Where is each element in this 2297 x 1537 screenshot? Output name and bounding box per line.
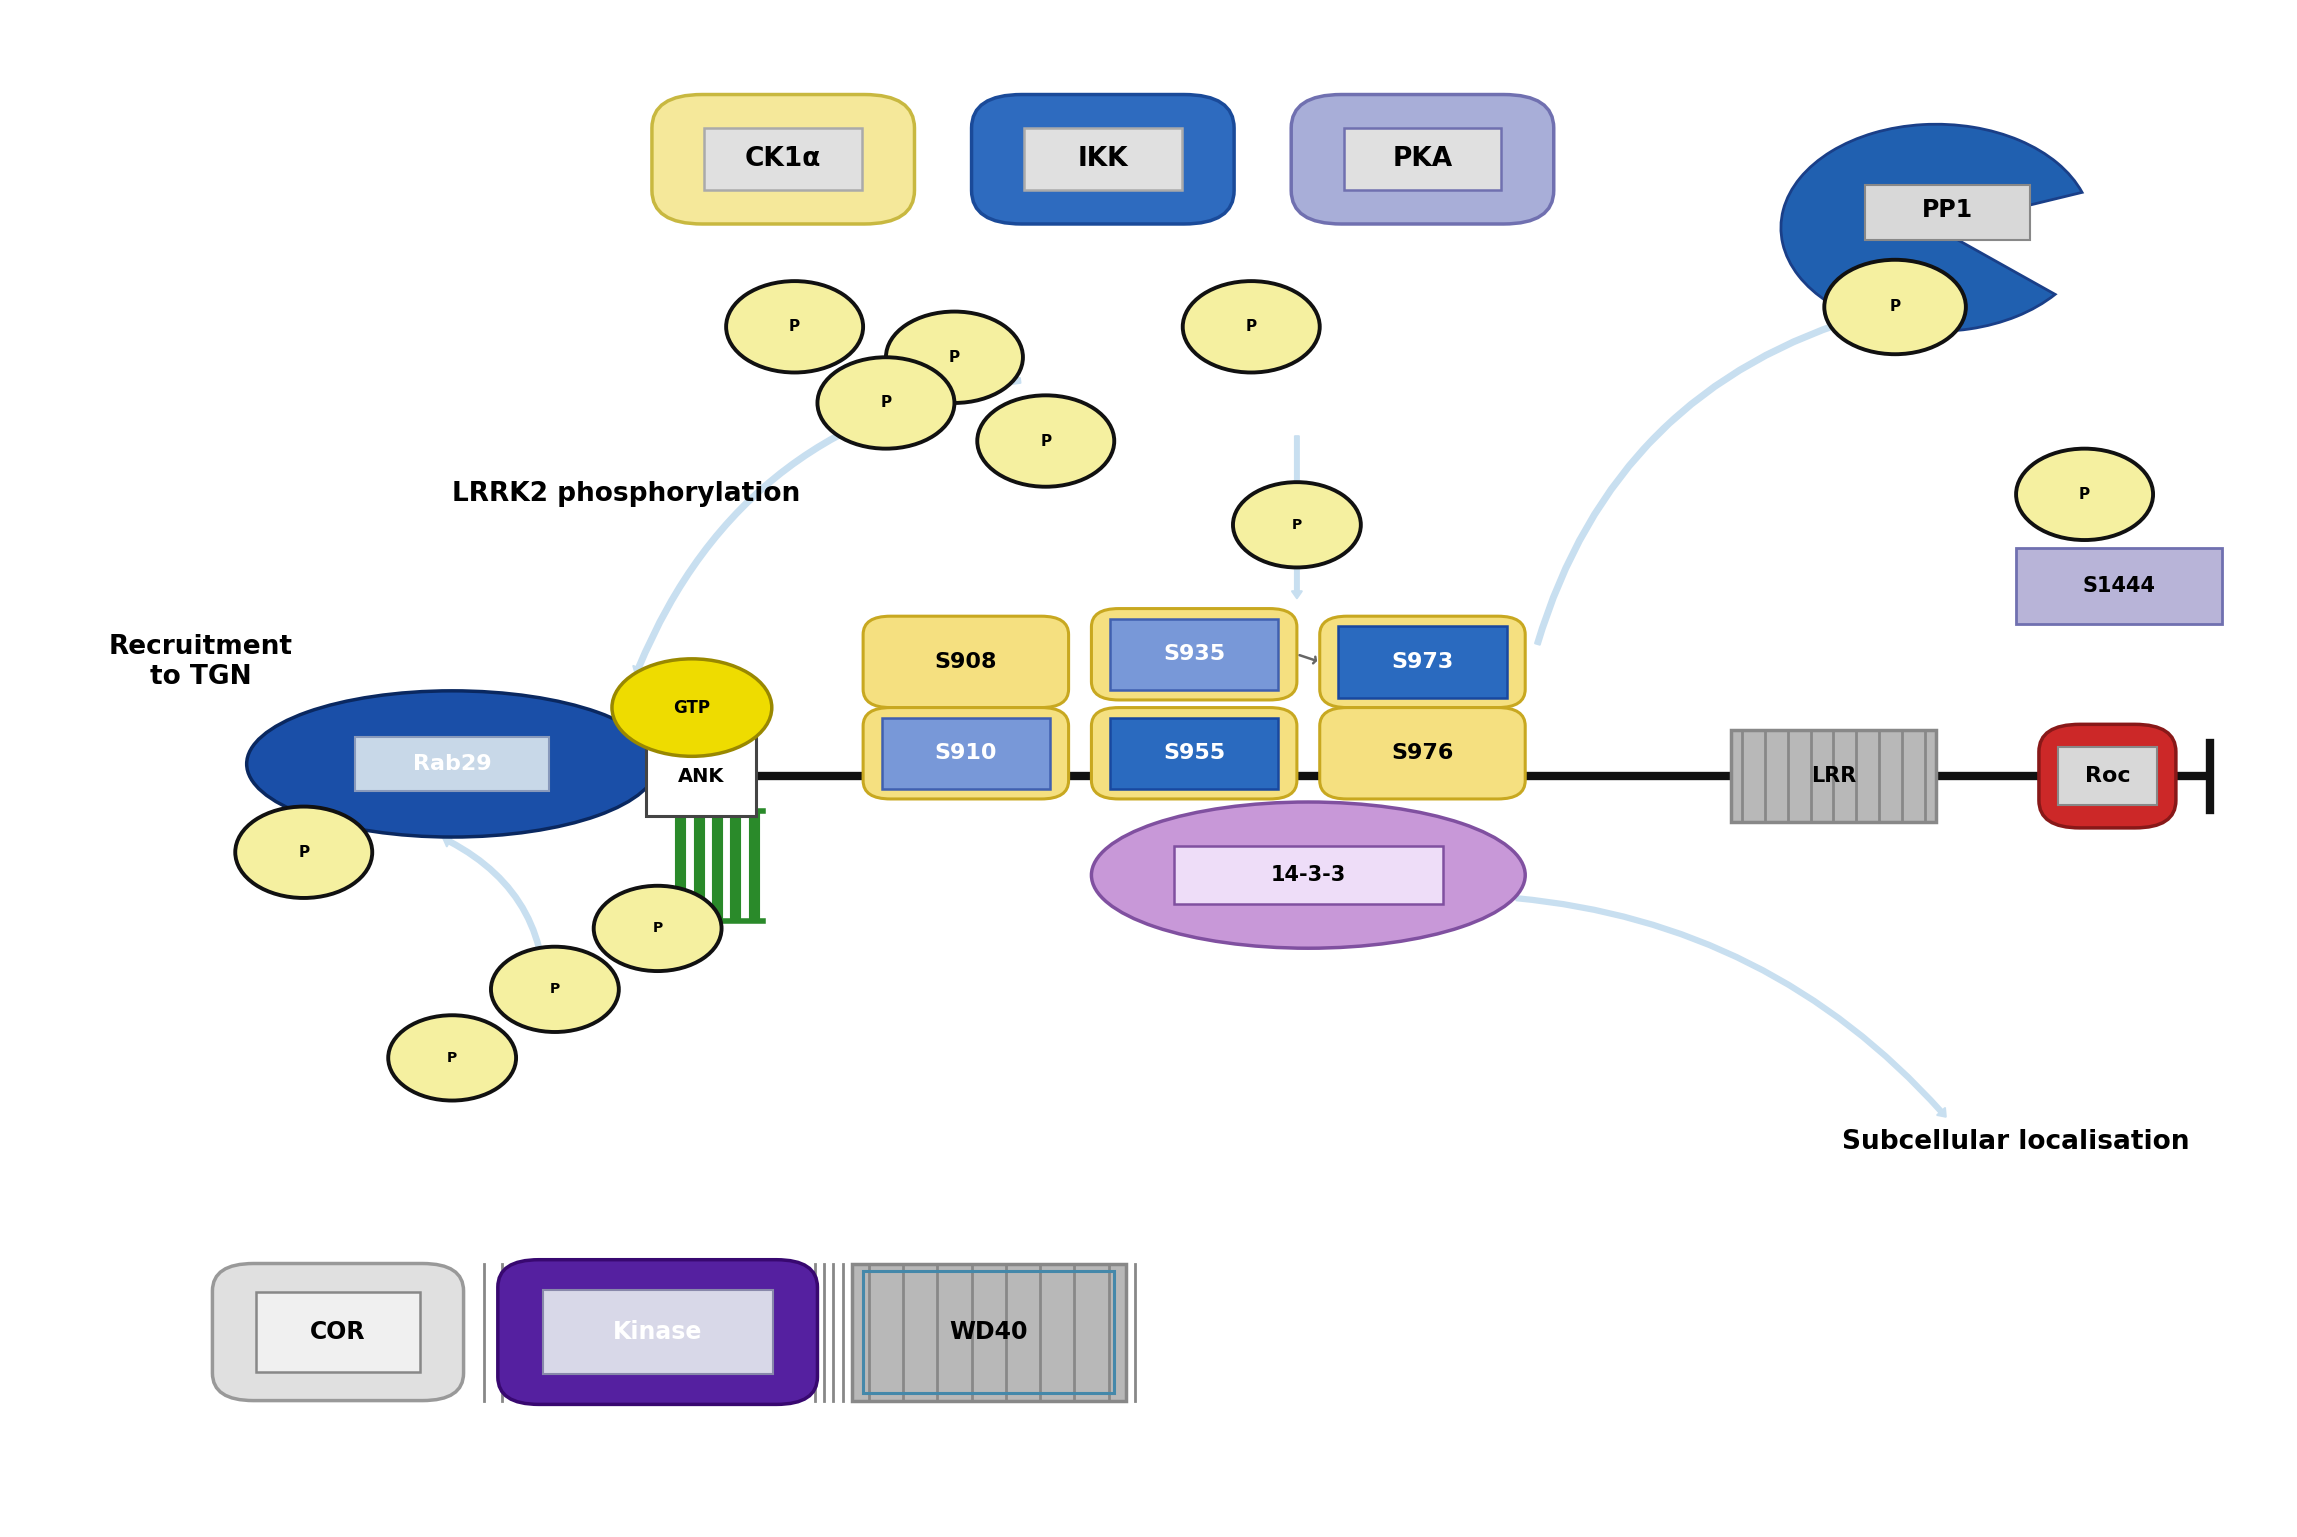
- Text: P: P: [1291, 518, 1302, 532]
- Circle shape: [388, 1016, 517, 1100]
- Text: LRR: LRR: [1810, 765, 1856, 785]
- Text: S976: S976: [1392, 744, 1454, 764]
- FancyBboxPatch shape: [705, 128, 861, 191]
- FancyBboxPatch shape: [1174, 847, 1443, 904]
- Text: CK1α: CK1α: [744, 146, 822, 172]
- Text: Rab29: Rab29: [413, 755, 492, 775]
- Text: P: P: [652, 921, 664, 936]
- Text: S908: S908: [935, 652, 997, 672]
- Text: PKA: PKA: [1392, 146, 1452, 172]
- FancyBboxPatch shape: [1109, 618, 1279, 690]
- FancyBboxPatch shape: [257, 1293, 420, 1373]
- Circle shape: [1824, 260, 1966, 354]
- Text: Roc: Roc: [2086, 765, 2129, 785]
- Text: S910: S910: [935, 744, 997, 764]
- Text: Kinase: Kinase: [613, 1320, 703, 1343]
- Text: P: P: [790, 320, 799, 335]
- FancyBboxPatch shape: [972, 94, 1233, 224]
- Circle shape: [887, 312, 1022, 403]
- FancyBboxPatch shape: [864, 616, 1068, 707]
- Circle shape: [976, 395, 1114, 487]
- FancyBboxPatch shape: [1109, 718, 1279, 788]
- FancyBboxPatch shape: [356, 736, 549, 792]
- Ellipse shape: [246, 690, 657, 838]
- FancyBboxPatch shape: [1730, 730, 1936, 822]
- Text: PP1: PP1: [1923, 198, 1973, 221]
- Text: S955: S955: [1162, 744, 1224, 764]
- Text: Subcellular localisation: Subcellular localisation: [1842, 1128, 2189, 1154]
- Text: S973: S973: [1392, 652, 1454, 672]
- FancyBboxPatch shape: [1091, 707, 1298, 799]
- Circle shape: [234, 807, 372, 898]
- FancyBboxPatch shape: [2017, 547, 2221, 624]
- Text: ANK: ANK: [678, 767, 724, 785]
- FancyBboxPatch shape: [1091, 609, 1298, 699]
- Text: P: P: [1041, 433, 1052, 449]
- Text: P: P: [299, 845, 310, 859]
- Text: P: P: [1890, 300, 1900, 315]
- Circle shape: [1233, 483, 1360, 567]
- Text: GTP: GTP: [673, 699, 710, 716]
- Text: COR: COR: [310, 1320, 365, 1343]
- Circle shape: [726, 281, 864, 372]
- FancyBboxPatch shape: [211, 1263, 464, 1400]
- Text: 14-3-3: 14-3-3: [1270, 865, 1346, 885]
- Circle shape: [818, 357, 956, 449]
- Text: P: P: [448, 1051, 457, 1065]
- FancyBboxPatch shape: [542, 1290, 772, 1374]
- FancyBboxPatch shape: [1321, 707, 1525, 799]
- Text: P: P: [2079, 487, 2090, 503]
- FancyBboxPatch shape: [882, 718, 1050, 788]
- Circle shape: [1183, 281, 1321, 372]
- FancyBboxPatch shape: [1024, 128, 1181, 191]
- Circle shape: [492, 947, 618, 1031]
- Text: WD40: WD40: [949, 1320, 1029, 1343]
- Text: Recruitment
to TGN: Recruitment to TGN: [108, 633, 294, 690]
- FancyBboxPatch shape: [852, 1263, 1126, 1400]
- Circle shape: [593, 885, 721, 971]
- FancyBboxPatch shape: [1291, 94, 1553, 224]
- Text: P: P: [949, 350, 960, 364]
- Text: P: P: [880, 395, 891, 410]
- FancyBboxPatch shape: [652, 94, 914, 224]
- Text: S935: S935: [1162, 644, 1224, 664]
- Text: P: P: [1245, 320, 1256, 335]
- FancyBboxPatch shape: [1339, 626, 1507, 698]
- Text: S1444: S1444: [2083, 576, 2155, 596]
- FancyBboxPatch shape: [645, 736, 756, 816]
- FancyBboxPatch shape: [2040, 724, 2175, 828]
- FancyBboxPatch shape: [1865, 184, 2031, 240]
- FancyBboxPatch shape: [1344, 128, 1502, 191]
- Text: P: P: [549, 982, 560, 996]
- Ellipse shape: [611, 659, 772, 756]
- FancyBboxPatch shape: [1321, 616, 1525, 707]
- FancyBboxPatch shape: [2058, 747, 2157, 805]
- Text: IKK: IKK: [1077, 146, 1128, 172]
- FancyBboxPatch shape: [864, 707, 1068, 799]
- Wedge shape: [1780, 124, 2081, 332]
- FancyBboxPatch shape: [498, 1260, 818, 1405]
- Ellipse shape: [1091, 802, 1525, 948]
- Text: LRRK2 phosphorylation: LRRK2 phosphorylation: [453, 481, 799, 507]
- Circle shape: [2017, 449, 2152, 539]
